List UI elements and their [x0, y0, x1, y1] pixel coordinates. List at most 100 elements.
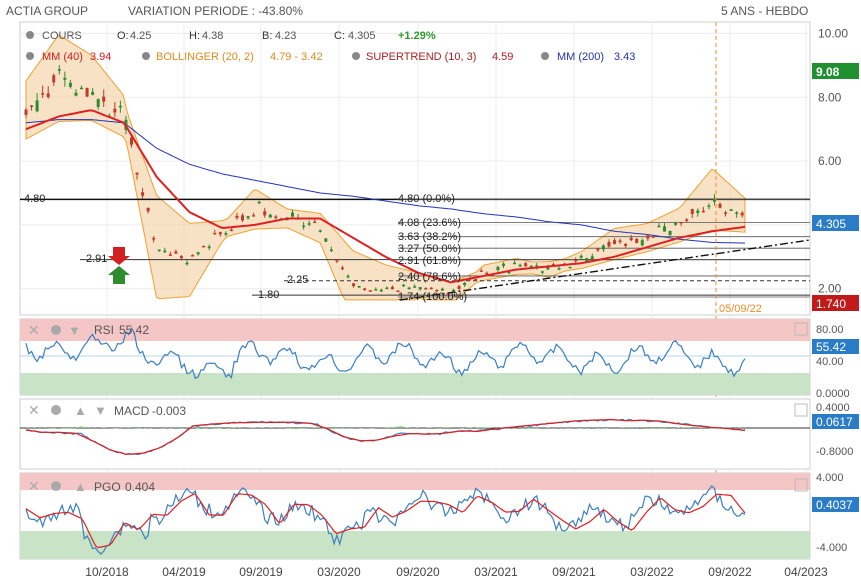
rsi-maximize-button[interactable] — [794, 322, 808, 336]
candle-body — [418, 287, 422, 290]
candle-body — [246, 216, 250, 219]
rsi-label: RSI — [94, 323, 114, 337]
candle-body — [385, 287, 389, 290]
bollinger-gear-icon[interactable] — [142, 52, 150, 60]
candle-body — [718, 203, 722, 208]
bollinger-value: 4.79 - 3.42 — [270, 51, 323, 63]
candle-body — [352, 283, 356, 287]
macd-label: MACD — [114, 404, 150, 418]
mm40-line — [25, 109, 746, 284]
fib-label-23-6: 4.08 (23.6%) — [398, 217, 461, 229]
candle-body — [662, 226, 666, 232]
date-tick: 09/2022 — [708, 565, 752, 579]
fib-label-78-6: 2.40 (78.6%) — [398, 271, 461, 283]
close-value: 4.305 — [348, 30, 376, 42]
buy-arrow-icon — [108, 266, 130, 284]
candle-body — [363, 288, 367, 291]
candle-body — [613, 240, 617, 244]
mm200-gear-icon[interactable] — [541, 52, 549, 60]
macd-down-icon[interactable]: ▼ — [94, 403, 107, 418]
candle-body — [540, 271, 544, 273]
rsi-panel: ✕ ▼ RSI 55.42 80.00 40.00 0.0000 55.42 — [19, 318, 859, 400]
candle-body — [291, 212, 295, 217]
candle-body — [507, 271, 511, 274]
candle-body — [113, 108, 117, 113]
candle-body — [740, 212, 744, 216]
candle-body — [24, 109, 28, 115]
candle-body — [390, 287, 394, 290]
fib-label-61-8: 2.91 (61.8%) — [398, 255, 461, 267]
candle-body — [174, 251, 178, 254]
pgo-maximize-button[interactable] — [794, 478, 808, 492]
candle-body — [252, 215, 256, 217]
candle-body — [318, 230, 322, 232]
date-tick: 09/2019 — [239, 565, 283, 579]
pgo-gear-icon[interactable] — [51, 481, 61, 491]
candle-body — [102, 96, 106, 102]
macd-maximize-button[interactable] — [794, 403, 808, 417]
candle-body — [257, 201, 261, 204]
mm200-label: MM (200) — [557, 51, 604, 63]
header-bar: ACTIA GROUP VARIATION PERIODE : -43.80% … — [0, 0, 861, 22]
macd-panel: ✕ ▲ ▼ MACD -0.003 0.4000 -0.8000 0.0617 — [19, 398, 859, 470]
candle-body — [446, 293, 450, 296]
candle-body — [435, 289, 439, 292]
fib-label-38-2: 3.63 (38.2%) — [398, 231, 461, 243]
macd-close-icon[interactable]: ✕ — [28, 402, 40, 418]
mm40-gear-icon[interactable] — [26, 52, 34, 60]
candle-body — [696, 210, 700, 213]
mm-price-badge — [812, 63, 859, 79]
rsi-close-icon[interactable]: ✕ — [28, 322, 40, 338]
pgo-up-icon[interactable]: ▲ — [74, 479, 87, 494]
cours-gear-icon[interactable] — [26, 31, 34, 39]
pgo-close-icon[interactable]: ✕ — [28, 478, 40, 494]
candle-body — [241, 215, 245, 221]
supertrend-gear-icon[interactable] — [352, 52, 360, 60]
rsi-tick-80: 80.00 — [816, 324, 844, 336]
candle-body — [63, 77, 67, 80]
legend: COURS O: 4.25 H: 4.38 B: 4.23 C: 4.305 +… — [26, 30, 635, 63]
timeframe: 5 ANS - HEBDO — [721, 4, 809, 18]
candle-body — [146, 207, 150, 212]
macd-up-icon[interactable]: ▲ — [74, 403, 87, 418]
rsi-down-icon[interactable]: ▼ — [68, 323, 81, 338]
date-tick: 09/2020 — [396, 565, 440, 579]
candle-body — [413, 286, 417, 288]
macd-gear-icon[interactable] — [51, 405, 61, 415]
price-tick: 8.00 — [818, 90, 842, 104]
open-value: 4.25 — [130, 30, 151, 42]
current-price-badge — [812, 215, 859, 231]
candle-body — [329, 249, 333, 252]
date-tick: 04/2019 — [162, 565, 206, 579]
candle-body — [68, 82, 72, 87]
candle-body — [568, 266, 572, 269]
candle-body — [396, 290, 400, 293]
candle-body — [368, 290, 372, 292]
date-tick: 10/2018 — [85, 565, 129, 579]
candle-body — [118, 105, 122, 108]
candle-body — [335, 259, 339, 262]
candle-body — [268, 214, 272, 218]
candle-body — [313, 221, 317, 224]
rsi-overbought-zone — [20, 319, 810, 341]
candle-body — [141, 192, 145, 196]
mm40-label: MM (40) — [42, 51, 83, 63]
candle-body — [535, 265, 539, 267]
candle-body — [80, 87, 84, 90]
candle-body — [74, 92, 78, 96]
candle-body — [712, 198, 716, 202]
candle-body — [524, 263, 528, 267]
candle-body — [557, 268, 561, 270]
rsi-value: 55.42 — [119, 323, 149, 337]
candle-body — [479, 270, 483, 272]
price-tick: 10.00 — [818, 27, 848, 41]
candle-body — [307, 223, 311, 225]
candle-body — [679, 221, 683, 224]
date-tick: 09/2021 — [552, 565, 596, 579]
date-axis: 10/2018 04/2019 09/2019 03/2020 09/2020 03/20… — [85, 565, 828, 579]
trend-line[interactable] — [399, 239, 810, 301]
rsi-gear-icon[interactable] — [51, 325, 61, 335]
candle-body — [596, 248, 600, 251]
macd-tick-top: 0.4000 — [816, 402, 850, 414]
